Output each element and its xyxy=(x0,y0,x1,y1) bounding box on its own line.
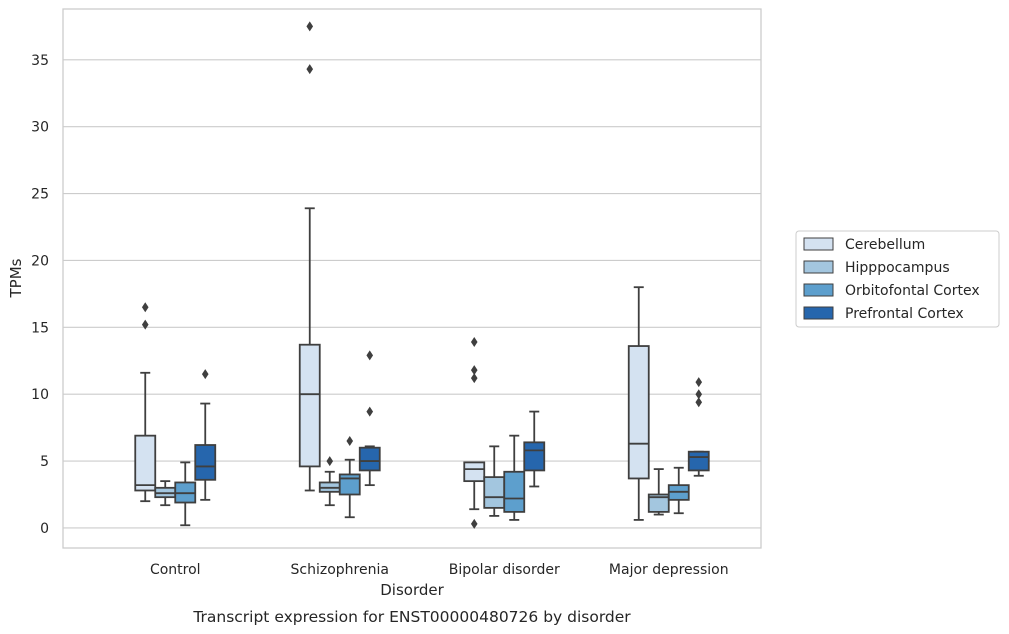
y-tick-label-10: 10 xyxy=(31,387,49,403)
legend-swatch-cerebellum xyxy=(803,237,834,251)
y-tick-label-20: 20 xyxy=(31,253,49,269)
y-axis-label: TPMs xyxy=(7,258,25,298)
x-tick-label-schizophrenia: Schizophrenia xyxy=(291,562,389,578)
box-cerebellum-bipolar-disorder-outlier-3 xyxy=(470,337,478,348)
y-tick-label-5: 5 xyxy=(40,454,49,470)
legend-label-hippocampus: Hipppocampus xyxy=(845,260,950,276)
box-cerebellum-control xyxy=(134,302,157,503)
box-orbitofontal-cortex-schizophrenia-iqr xyxy=(338,473,361,496)
box-cerebellum-bipolar-disorder xyxy=(463,337,486,529)
box-hipppocampus-bipolar-disorder-iqr xyxy=(483,476,506,509)
plot-background xyxy=(63,9,761,548)
box-prefrontal-cortex-schizophrenia-iqr xyxy=(358,446,381,472)
y-tick-label-25: 25 xyxy=(31,187,49,203)
box-cerebellum-bipolar-disorder-outlier-0 xyxy=(470,518,478,529)
box-prefrontal-cortex-major-depression-outlier-2 xyxy=(695,377,703,388)
box-series xyxy=(134,21,710,529)
box-prefrontal-cortex-control-iqr xyxy=(194,444,217,481)
y-tick-labels: 0 5 10 15 20 25 30 35 xyxy=(31,53,49,537)
y-tick-label-35: 35 xyxy=(31,53,49,69)
legend-swatch-hippocampus xyxy=(803,260,834,274)
y-tick-label-15: 15 xyxy=(31,320,49,336)
legend-label-cerebellum: Cerebellum xyxy=(845,237,925,253)
box-hipppocampus-major-depression xyxy=(647,468,670,516)
y-tick-label-0: 0 xyxy=(40,521,49,537)
x-axis-label: Disorder xyxy=(380,581,444,599)
x-tick-label-control: Control xyxy=(150,562,201,578)
legend-label-prefrontal-cortex: Prefrontal Cortex xyxy=(845,306,964,322)
y-tick-label-30: 30 xyxy=(31,120,49,136)
legend: Cerebellum Hipppocampus Orbitofontal Cor… xyxy=(795,230,1000,328)
legend-swatch-orbitofrontal-cortex xyxy=(803,283,834,297)
box-orbitofontal-cortex-bipolar-disorder-iqr xyxy=(503,470,526,513)
box-prefrontal-cortex-bipolar-disorder-iqr xyxy=(523,441,546,472)
legend-label-orbitofrontal-cortex: Orbitofontal Cortex xyxy=(845,283,980,299)
x-tick-label-bipolar-disorder: Bipolar disorder xyxy=(449,562,560,578)
box-prefrontal-cortex-major-depression-iqr xyxy=(687,450,710,472)
box-cerebellum-bipolar-disorder-iqr xyxy=(463,461,486,483)
plot-frame xyxy=(62,8,762,549)
box-cerebellum-control-iqr xyxy=(134,434,157,492)
box-orbitofontal-cortex-schizophrenia xyxy=(338,436,361,519)
box-cerebellum-control-outlier-1 xyxy=(141,302,149,313)
box-prefrontal-cortex-major-depression-outlier-1 xyxy=(695,389,703,400)
box-cerebellum-schizophrenia-outlier-0 xyxy=(306,64,314,75)
legend-swatch-prefrontal-cortex xyxy=(803,306,834,320)
box-prefrontal-cortex-control xyxy=(194,369,217,501)
box-prefrontal-cortex-major-depression-outlier-0 xyxy=(695,397,703,408)
box-orbitofontal-cortex-bipolar-disorder xyxy=(503,434,526,521)
box-cerebellum-bipolar-disorder-outlier-2 xyxy=(470,365,478,376)
box-prefrontal-cortex-schizophrenia xyxy=(358,350,381,487)
box-hipppocampus-major-depression-iqr xyxy=(647,493,670,513)
x-tick-label-major-depression: Major depression xyxy=(609,562,729,578)
box-cerebellum-major-depression-iqr xyxy=(627,345,650,480)
box-prefrontal-cortex-bipolar-disorder xyxy=(523,410,546,488)
box-hipppocampus-bipolar-disorder xyxy=(483,445,506,517)
box-cerebellum-schizophrenia xyxy=(298,21,321,492)
box-orbitofontal-cortex-major-depression xyxy=(667,466,690,515)
box-cerebellum-schizophrenia-iqr xyxy=(298,343,321,468)
legend-frame xyxy=(795,230,1000,328)
box-orbitofontal-cortex-schizophrenia-outlier-0 xyxy=(346,436,354,447)
box-prefrontal-cortex-control-outlier-0 xyxy=(201,369,209,380)
x-tick-labels: Control Schizophrenia Bipolar disorder Majo… xyxy=(150,562,729,578)
box-prefrontal-cortex-schizophrenia-outlier-0 xyxy=(366,406,374,417)
box-cerebellum-schizophrenia-outlier-1 xyxy=(306,21,314,32)
box-prefrontal-cortex-schizophrenia-outlier-1 xyxy=(366,350,374,361)
box-hipppocampus-schizophrenia-outlier-0 xyxy=(326,456,334,467)
chart-caption: Transcript expression for ENST0000048072… xyxy=(192,608,631,626)
box-prefrontal-cortex-major-depression xyxy=(687,377,710,477)
gridlines xyxy=(63,59,761,529)
box-orbitofontal-cortex-control xyxy=(174,461,197,527)
box-cerebellum-major-depression xyxy=(627,286,650,521)
box-cerebellum-control-outlier-0 xyxy=(141,319,149,330)
box-cerebellum-bipolar-disorder-outlier-1 xyxy=(470,373,478,384)
